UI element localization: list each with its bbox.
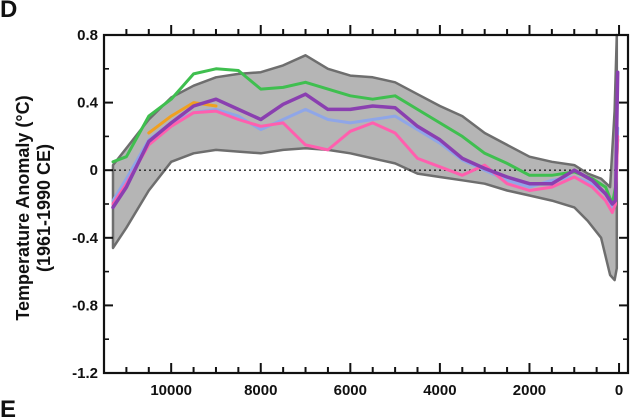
series-line-5 [111, 70, 620, 210]
panel-letter-e: E [0, 396, 16, 417]
x-tick-label: 6000 [334, 382, 367, 399]
y-tick-label: -0.4 [72, 230, 99, 247]
y-tick-label: -1.2 [72, 365, 98, 382]
x-tick-label: 0 [615, 382, 623, 399]
y-tick-label: 0.8 [77, 27, 98, 44]
x-tick-label: 8000 [244, 382, 277, 399]
y-tick-label: -0.8 [72, 297, 98, 314]
x-tick-label: 4000 [423, 382, 456, 399]
y-tick-label: 0.4 [77, 95, 99, 112]
y-axis-title-line1: Temperature Anomaly (°C) [13, 95, 33, 320]
x-tick-label: 10000 [150, 382, 192, 399]
series-line-3 [111, 109, 620, 214]
panel-letter-d: D [0, 0, 17, 23]
y-tick-label: 0 [90, 162, 98, 179]
y-axis-title: Temperature Anomaly (°C) (1961-1990 CE) [13, 95, 54, 320]
x-tick-label: 2000 [513, 382, 546, 399]
uncertainty-band [111, 33, 619, 282]
y-axis-title-line2: (1961-1990 CE) [34, 144, 54, 272]
